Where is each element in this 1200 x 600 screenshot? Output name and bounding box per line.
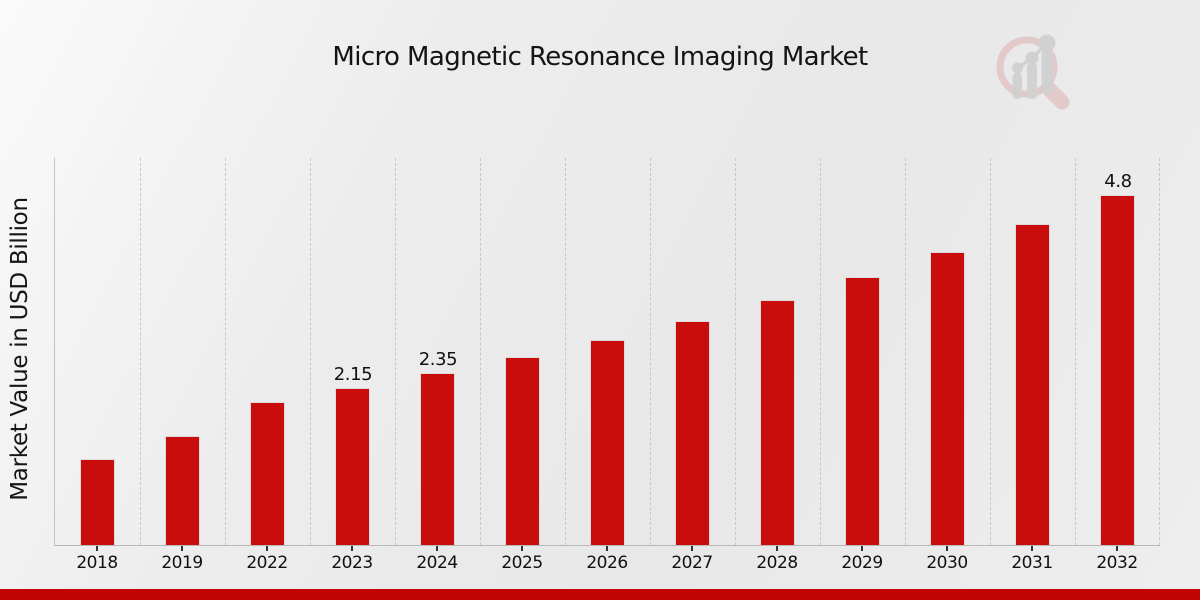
x-tick [266,546,268,551]
bar-value-label-2024: 2.35 [418,349,458,370]
x-tick-label-2029: 2029 [841,553,883,573]
bar-2031 [1015,224,1050,545]
x-tick-label-2023: 2023 [331,553,373,573]
plot-area: 2.15 2.35 4.8 [54,158,1160,546]
bar-2026 [590,340,625,545]
bar-2019 [165,436,200,545]
bar-2024 [420,373,455,545]
x-tick-label-2026: 2026 [586,553,628,573]
chart-title: Micro Magnetic Resonance Imaging Market [332,42,868,72]
x-tick-label-2031: 2031 [1011,553,1053,573]
x-tick [861,546,863,551]
x-tick [946,546,948,551]
x-tick [1116,546,1118,551]
x-tick [436,546,438,551]
logo-bars [1012,49,1053,99]
gridline [990,158,991,545]
x-tick-label-2022: 2022 [246,553,288,573]
x-tick-label-2030: 2030 [926,553,968,573]
bar-value-label-2023: 2.15 [333,364,373,385]
x-tick-label-2032: 2032 [1096,553,1138,573]
x-tick-label-2024: 2024 [416,553,458,573]
bar-2032 [1100,195,1135,545]
footer-accent-bar [0,589,1200,600]
gridline [820,158,821,545]
x-tick-label-2019: 2019 [161,553,203,573]
bar-2028 [760,300,795,545]
gridline [480,158,481,545]
bar-value-label-2032: 4.8 [1104,171,1132,192]
gridline [140,158,141,545]
y-axis-title: Market Value in USD Billion [7,197,33,501]
bar-2027 [675,321,710,545]
bar-2030 [930,252,965,545]
bar-2022 [250,402,285,545]
x-tick [691,546,693,551]
gridline [1159,158,1160,545]
magnifier-bar-chart-logo-icon [990,26,1076,114]
bar-2025 [505,357,540,545]
gridline [905,158,906,545]
x-tick-label-2018: 2018 [76,553,118,573]
gridline [735,158,736,545]
gridline [310,158,311,545]
x-tick-label-2025: 2025 [501,553,543,573]
x-tick [1031,546,1033,551]
gridline [650,158,651,545]
x-tick [96,546,98,551]
bar-2029 [845,277,880,545]
x-tick [776,546,778,551]
x-axis: 2018 2019 2022 2023 2024 2025 2026 2027 2028 2029… [54,546,1159,580]
x-tick [606,546,608,551]
x-tick [351,546,353,551]
x-tick-label-2028: 2028 [756,553,798,573]
x-tick-label-2027: 2027 [671,553,713,573]
gridline [1075,158,1076,545]
x-tick [181,546,183,551]
bar-2023 [335,388,370,545]
gridline [565,158,566,545]
x-tick [521,546,523,551]
logo-trend-dots [1012,34,1056,74]
gridline [225,158,226,545]
gridline [395,158,396,545]
bar-2018 [80,459,115,545]
